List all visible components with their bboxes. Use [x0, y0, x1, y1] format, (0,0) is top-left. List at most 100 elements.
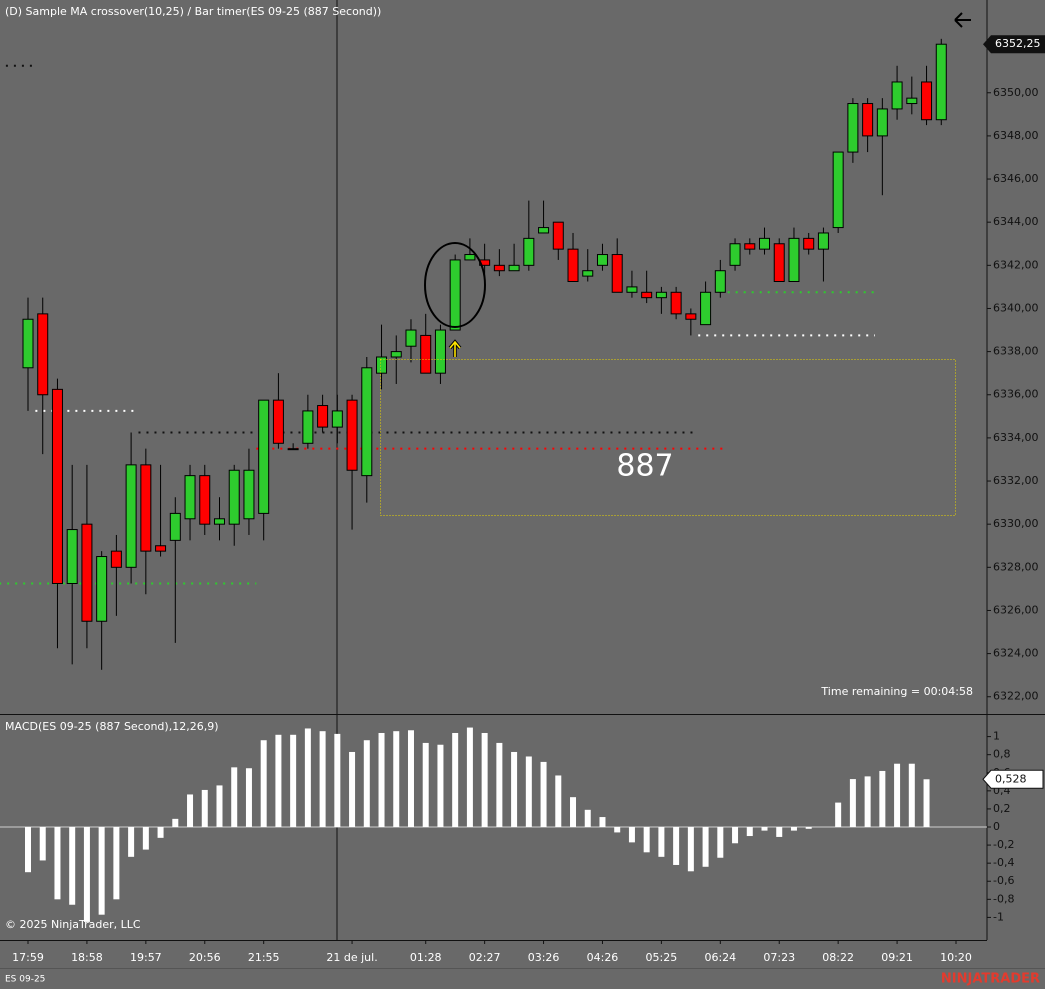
- candle-body: [759, 237, 771, 250]
- macd-bar: [128, 827, 135, 857]
- candle-body: [611, 254, 623, 293]
- macd-bar: [98, 827, 105, 915]
- candle-body: [66, 529, 78, 584]
- candle-body: [287, 448, 299, 451]
- x-tick-label: 21 de jul.: [326, 951, 377, 964]
- candle-body: [272, 399, 284, 444]
- macd-bar: [732, 827, 739, 844]
- x-tick-label: 08:22: [822, 951, 854, 964]
- candle-body: [199, 475, 211, 525]
- macd-bar: [525, 756, 532, 827]
- candle-body: [847, 103, 859, 153]
- macd-bar: [628, 827, 635, 843]
- x-tick-label: 04:26: [587, 951, 619, 964]
- macd-bar: [260, 740, 267, 827]
- candle-body: [140, 464, 152, 552]
- y-tick-label: 6328,00: [993, 560, 1039, 573]
- candle-body: [376, 356, 388, 374]
- macd-bar: [717, 827, 724, 858]
- x-tick-label: 17:59: [12, 951, 44, 964]
- candle-body: [788, 237, 800, 283]
- candle-body: [523, 237, 535, 266]
- marks: 17:59 18:58 19:57 20:56 21:55 21 de jul. 01:28…: [0, 35, 1045, 964]
- candle-body: [228, 469, 240, 525]
- y-tick-label: 6342,00: [993, 258, 1039, 271]
- macd-bar: [908, 763, 915, 827]
- y-tick-label: 6336,00: [993, 388, 1039, 401]
- macd-bar: [776, 827, 783, 837]
- candle-body: [346, 399, 358, 471]
- back-arrow[interactable]: [954, 12, 971, 28]
- candle-body: [700, 291, 712, 326]
- macd-bar: [466, 727, 473, 827]
- candle-body: [876, 108, 888, 137]
- highlight-ellipse: [424, 242, 486, 328]
- candle-body: [626, 286, 638, 293]
- candle-body: [803, 237, 815, 250]
- last-value-label: 0,528: [995, 772, 1027, 785]
- macd-bar: [304, 728, 311, 827]
- last-price-label: 6352,25: [995, 37, 1041, 50]
- chart-title: (D) Sample MA crossover(10,25) / Bar tim…: [5, 5, 381, 18]
- candle-body: [655, 291, 667, 299]
- candle-body: [641, 291, 653, 299]
- x-tick-label: 21:55: [248, 951, 280, 964]
- candle-body: [906, 97, 918, 105]
- y-tick-label: 6350,00: [993, 86, 1039, 99]
- macd-bar: [687, 827, 694, 872]
- candle-body: [596, 254, 608, 266]
- candle-body: [567, 248, 579, 283]
- macd-bar: [393, 731, 400, 827]
- macd-bar: [422, 742, 429, 827]
- macd-bar: [245, 768, 252, 827]
- candle-body: [464, 254, 476, 261]
- macd-bar: [83, 827, 90, 922]
- candle-body: [935, 43, 947, 121]
- macd-bar: [673, 827, 680, 865]
- candle-body: [169, 512, 181, 541]
- last-value-marker: [982, 769, 1044, 789]
- instrument: ES 09-25: [5, 975, 45, 985]
- x-tick-label: 01:28: [410, 951, 442, 964]
- macd-bar: [584, 809, 591, 827]
- candle-body: [773, 243, 785, 283]
- macd-bar: [864, 776, 871, 827]
- candle-body: [331, 410, 343, 428]
- y-tick-label: 1: [993, 730, 1000, 743]
- candle-body: [361, 367, 373, 477]
- candle-body: [155, 545, 167, 552]
- candle-body: [921, 81, 933, 121]
- macd-bar: [187, 794, 194, 827]
- macd-bar: [290, 734, 297, 827]
- y-tick-label: 6324,00: [993, 647, 1039, 660]
- macd-bar: [570, 797, 577, 827]
- y-tick-label: 6326,00: [993, 603, 1039, 616]
- macd-bar: [614, 827, 621, 833]
- macd-bar: [511, 751, 518, 827]
- candle-body: [714, 270, 726, 293]
- macd-bar: [746, 827, 753, 837]
- candle-body: [862, 103, 874, 137]
- macd-bar: [805, 827, 812, 829]
- macd-bar: [216, 785, 223, 827]
- y-tick-label: 6344,00: [993, 215, 1039, 228]
- candle-body: [110, 550, 122, 568]
- candle-body: [258, 399, 270, 514]
- macd-bar: [275, 734, 282, 827]
- bar-timer-box: [380, 359, 956, 516]
- macd-bar: [25, 827, 31, 873]
- macd-bar: [540, 761, 547, 827]
- macd-bar: [231, 767, 238, 827]
- candle-body: [508, 264, 520, 272]
- macd-bar: [378, 732, 385, 827]
- x-tick-label: 02:27: [469, 951, 501, 964]
- macd-bar: [835, 802, 842, 827]
- macd-bar: [452, 732, 459, 827]
- macd-bar: [69, 827, 76, 905]
- candle-body: [744, 243, 756, 250]
- candle-body: [96, 556, 108, 622]
- y-tick-label: 6338,00: [993, 345, 1039, 358]
- macd-bar: [407, 730, 414, 827]
